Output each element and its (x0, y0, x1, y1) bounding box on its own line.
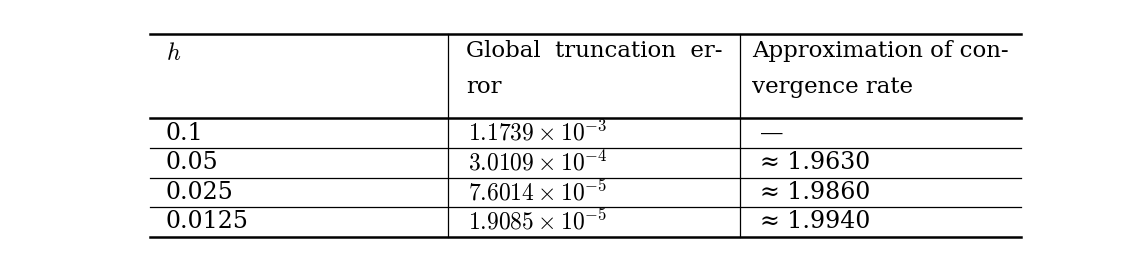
Text: 0.1: 0.1 (166, 122, 203, 145)
Text: ≈ 1.9940: ≈ 1.9940 (759, 211, 870, 233)
Text: Global  truncation  er-
ror: Global truncation er- ror (466, 40, 723, 98)
Text: $7.6014\times10^{-5}$: $7.6014\times10^{-5}$ (467, 180, 606, 205)
Text: 0.05: 0.05 (166, 151, 218, 174)
Text: ≈ 1.9630: ≈ 1.9630 (759, 151, 870, 174)
Text: $1.1739\times10^{-3}$: $1.1739\times10^{-3}$ (467, 121, 606, 146)
Text: 0.025: 0.025 (166, 181, 233, 204)
Text: $3.0109\times10^{-4}$: $3.0109\times10^{-4}$ (467, 150, 608, 175)
Text: Approximation of con-
vergence rate: Approximation of con- vergence rate (753, 40, 1008, 98)
Text: —: — (759, 122, 783, 145)
Text: $1.9085\times10^{-5}$: $1.9085\times10^{-5}$ (467, 209, 606, 235)
Text: ≈ 1.9860: ≈ 1.9860 (759, 181, 870, 204)
Text: $h$: $h$ (166, 42, 180, 65)
Text: 0.0125: 0.0125 (166, 211, 249, 233)
